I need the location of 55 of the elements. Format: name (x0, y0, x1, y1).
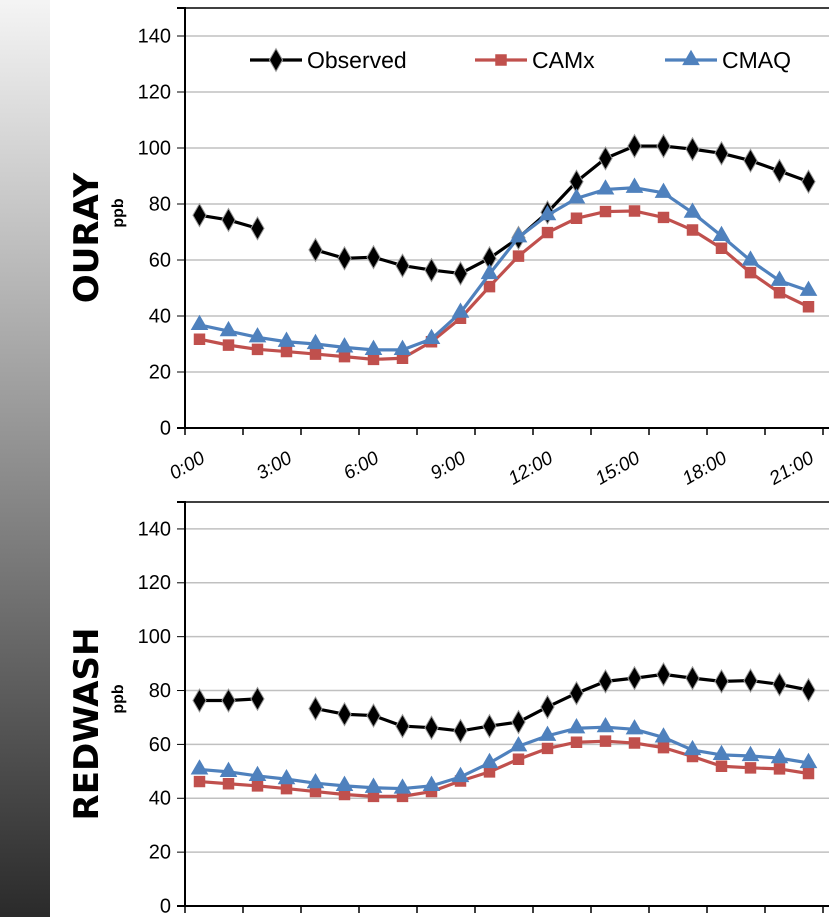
x-tick-label: 9:00 (427, 447, 470, 484)
y-tick-label: 100 (138, 626, 171, 648)
point (542, 742, 554, 754)
point (716, 760, 728, 772)
point (628, 205, 640, 217)
point (484, 280, 496, 292)
point (658, 212, 670, 224)
point (570, 212, 582, 224)
y-tick-label: 20 (148, 361, 171, 384)
point (628, 737, 640, 749)
y-tick-label: 0 (160, 895, 171, 917)
y-tick-label: 0 (160, 417, 171, 440)
y-tick-label: 40 (148, 305, 171, 328)
point (600, 206, 612, 218)
y-axis-title: ppb (110, 198, 127, 228)
point (802, 301, 814, 313)
point (774, 287, 786, 299)
y-tick-label: 60 (148, 734, 171, 756)
y-tick-label: 120 (138, 81, 171, 104)
x-tick-label: 6:00 (340, 447, 384, 484)
point (658, 742, 670, 754)
point (194, 333, 206, 345)
y-tick-label: 40 (148, 788, 171, 810)
point (686, 224, 698, 236)
y-axis-title: ppb (110, 684, 127, 714)
text: OURAY (67, 172, 107, 304)
point (542, 226, 554, 238)
point (310, 348, 322, 360)
legend-label: CAMx (532, 47, 596, 74)
y-tick-label: 80 (148, 193, 171, 216)
x-tick-label: 3:00 (253, 447, 296, 484)
y-tick-label: 80 (148, 680, 171, 702)
point (512, 753, 524, 765)
x-tick-label: 0:00 (166, 447, 210, 484)
point (222, 339, 234, 351)
point (774, 763, 786, 775)
y-tick-label: 140 (138, 518, 171, 540)
point (222, 778, 234, 790)
text: REDWASH (67, 628, 107, 820)
point (744, 762, 756, 774)
point (194, 776, 206, 788)
point (512, 250, 524, 262)
point (716, 242, 728, 254)
point (802, 768, 814, 780)
point (744, 266, 756, 278)
y-tick-label: 100 (138, 137, 171, 160)
point (252, 344, 264, 356)
point (570, 736, 582, 748)
legend-label: Observed (307, 47, 407, 74)
y-tick-label: 140 (138, 25, 171, 48)
y-tick-label: 120 (138, 572, 171, 594)
y-tick-label: 60 (148, 249, 171, 272)
legend-label: CMAQ (722, 47, 791, 74)
y-tick-label: 20 (148, 842, 171, 864)
point (600, 735, 612, 747)
